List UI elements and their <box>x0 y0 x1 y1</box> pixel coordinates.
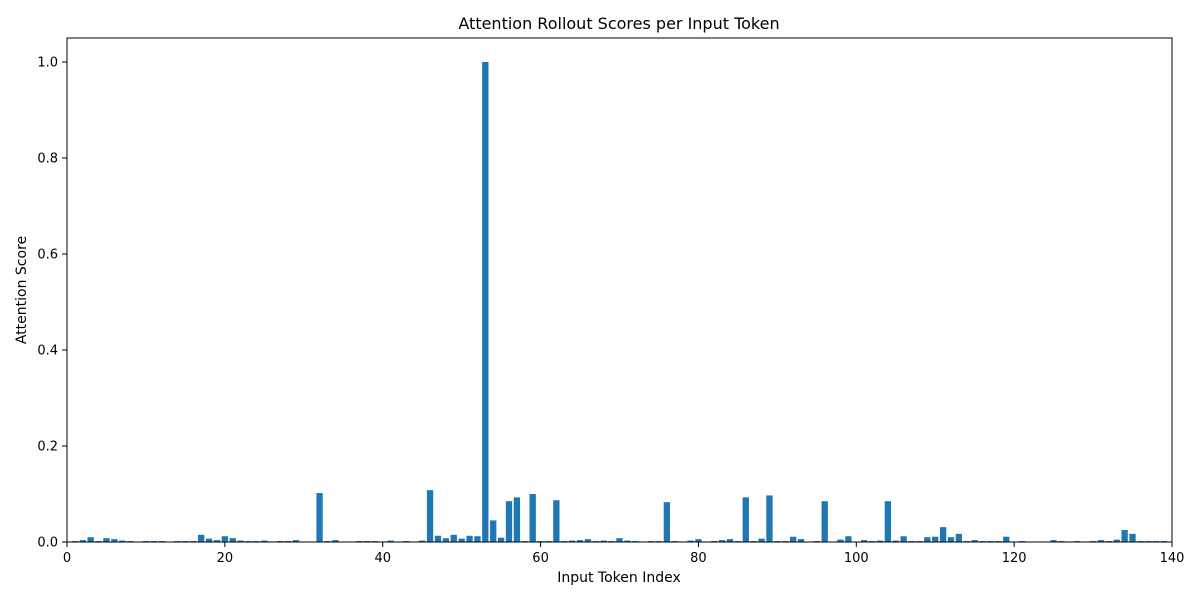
bar-token-98 <box>837 539 844 542</box>
x-axis: 0 20 40 60 80 100 120 140 <box>63 542 1185 566</box>
bar-token-79 <box>687 540 694 542</box>
bar-token-83 <box>718 540 726 542</box>
bar-token-55 <box>497 537 505 542</box>
y-tick-label: 0.0 <box>37 536 58 551</box>
bar-token-92 <box>789 536 797 542</box>
bar-token-53 <box>482 62 489 542</box>
bar-token-6 <box>111 539 118 542</box>
bar-token-84 <box>726 539 734 542</box>
bar-token-52 <box>474 536 481 542</box>
x-tick-label: 100 <box>844 551 869 566</box>
x-tick-label: 20 <box>217 551 234 566</box>
x-tick-label: 60 <box>532 551 549 566</box>
bar-token-76 <box>663 502 671 542</box>
bar-token-62 <box>553 500 560 542</box>
bar-token-70 <box>616 538 623 542</box>
bar-token-18 <box>205 538 213 542</box>
bar-token-105 <box>892 540 899 542</box>
bar-token-115 <box>971 540 978 542</box>
bar-token-119 <box>1003 536 1010 542</box>
y-axis: 0.0 0.2 0.4 0.6 0.8 1.0 <box>37 56 67 551</box>
bar-token-68 <box>600 540 607 542</box>
bar-token-20 <box>221 536 229 542</box>
y-tick-label: 0.2 <box>37 440 58 455</box>
bar-token-5 <box>103 538 110 542</box>
bar-token-104 <box>884 501 892 542</box>
x-tick-label: 120 <box>1002 551 1027 566</box>
bar-token-32 <box>316 493 323 542</box>
bar-token-103 <box>876 540 884 542</box>
bar-token-2 <box>79 540 86 542</box>
bar-token-50 <box>458 538 465 542</box>
bar-token-96 <box>821 501 828 542</box>
bar-token-48 <box>442 538 450 542</box>
bar-token-106 <box>900 536 907 542</box>
x-tick-label: 80 <box>690 551 707 566</box>
y-tick-label: 0.8 <box>37 152 58 167</box>
y-axis-title: Attention Score <box>14 236 30 344</box>
bar-token-113 <box>955 533 963 542</box>
bar-token-109 <box>924 537 931 542</box>
bar-token-101 <box>861 540 868 542</box>
bar-token-112 <box>947 537 955 542</box>
bar-token-65 <box>576 540 584 542</box>
bar-series <box>63 62 1168 542</box>
bar-token-133 <box>1113 539 1120 542</box>
bar-token-51 <box>466 535 473 542</box>
bar-token-22 <box>237 540 244 542</box>
bar-token-41 <box>387 540 394 542</box>
bar-token-25 <box>261 540 268 542</box>
x-tick-label: 140 <box>1160 551 1185 566</box>
bar-token-7 <box>119 540 126 542</box>
bar-token-110 <box>932 536 939 542</box>
bar-token-125 <box>1050 540 1057 542</box>
bar-token-111 <box>939 527 947 542</box>
bar-token-59 <box>529 494 536 542</box>
bar-token-3 <box>87 537 94 542</box>
bar-token-86 <box>742 497 749 542</box>
bar-token-71 <box>624 540 631 542</box>
bar-token-135 <box>1129 533 1136 542</box>
bar-token-57 <box>513 497 521 542</box>
x-axis-title: Input Token Index <box>557 570 681 586</box>
bar-token-131 <box>1097 540 1105 542</box>
bar-token-99 <box>845 536 852 542</box>
y-tick-label: 1.0 <box>37 56 58 71</box>
bar-token-54 <box>490 520 497 542</box>
bar-token-64 <box>568 540 576 542</box>
bar-token-66 <box>584 539 592 542</box>
bar-token-45 <box>419 540 426 542</box>
bar-token-49 <box>450 534 457 542</box>
bar-token-80 <box>695 539 702 542</box>
y-tick-label: 0.6 <box>37 248 58 263</box>
bar-token-89 <box>766 495 773 542</box>
x-tick-label: 40 <box>374 551 391 566</box>
bar-token-34 <box>332 540 339 542</box>
bar-token-47 <box>434 535 442 542</box>
bar-token-56 <box>505 501 513 542</box>
y-tick-label: 0.4 <box>37 344 58 359</box>
bar-token-29 <box>292 540 300 542</box>
bar-token-17 <box>198 534 205 542</box>
bar-token-19 <box>213 540 221 542</box>
x-tick-label: 0 <box>63 551 71 566</box>
bar-token-93 <box>797 539 805 542</box>
chart-title: Attention Rollout Scores per Input Token <box>458 14 779 33</box>
bar-token-46 <box>426 490 434 542</box>
plot-frame <box>66 37 1173 543</box>
bar-token-134 <box>1121 530 1128 542</box>
bar-token-21 <box>229 538 236 542</box>
bar-token-88 <box>758 538 765 542</box>
